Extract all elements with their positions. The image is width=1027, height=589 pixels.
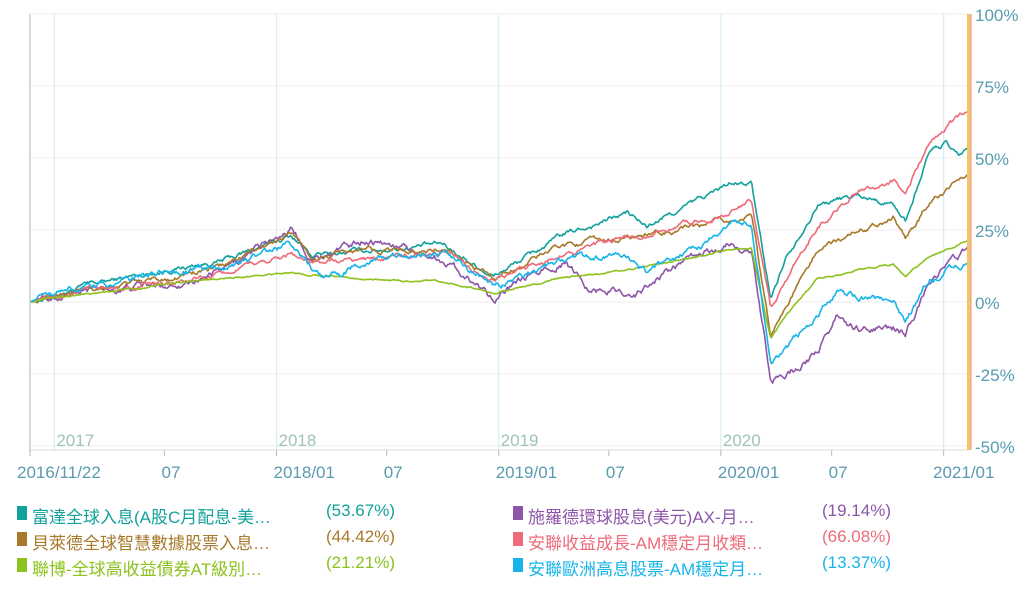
legend-swatch [513,558,523,572]
year-marker-label: 2017 [56,431,94,450]
x-tick-label: 07 [384,463,403,482]
series-lines [29,111,969,384]
legend-label: 施羅德環球股息(美元)AX-月… [528,508,755,527]
x-tick-label: 2019/01 [496,463,557,482]
legend-return: (53.67%) [326,501,395,520]
legend-return: (66.08%) [822,527,891,546]
legend-return: (19.14%) [822,501,891,520]
series-line [29,240,968,339]
year-marker-label: 2020 [723,431,761,450]
year-marker-label: 2019 [501,431,539,450]
x-tick-label: 07 [829,463,848,482]
legend-swatch [17,532,27,546]
legend-label: 聯博-全球高收益債券AT級別… [32,560,263,579]
legend-label: 安聯收益成長-AM穩定月收類… [528,534,764,553]
x-tick-label: 07 [162,463,181,482]
line-chart: 100% 75% 50% 25% 0% -25% -50% 2017 2018 2019 2020 2… [17,6,1018,482]
series-line [29,140,968,303]
x-tick-label: 2018/01 [274,463,335,482]
series-line [29,219,968,365]
grid [30,13,968,452]
legend-swatch [17,506,27,520]
legend-return: (13.37%) [822,553,891,572]
legend-label: 安聯歐洲高息股票-AM穩定月… [528,560,764,579]
x-tick-label: 2020/01 [718,463,779,482]
legend-return: (21.21%) [326,553,395,572]
y-tick-label: 75% [975,78,1009,97]
legend-label: 貝萊德全球智慧數據股票入息… [32,534,270,553]
legend-swatch [513,506,523,520]
x-tick-label: 2021/01 [933,463,994,482]
y-tick-label: 25% [975,222,1009,241]
x-tick-label: 07 [606,463,625,482]
y-tick-label: 100% [975,6,1018,25]
legend-return: (44.42%) [326,527,395,546]
legend-swatch [17,558,27,572]
axes: 100% 75% 50% 25% 0% -25% -50% 2017 2018 2019 2020 2… [17,6,1018,482]
range-handle [967,14,971,450]
x-tick-label: 2016/11/22 [17,463,101,482]
y-tick-label: -25% [975,366,1015,385]
year-marker-label: 2018 [279,431,317,450]
legend-swatch [513,532,523,546]
y-tick-label: -50% [975,438,1015,457]
legend-label: 富達全球入息(A股C月配息-美… [32,508,271,527]
y-tick-label: 50% [975,150,1009,169]
y-tick-label: 0% [975,294,1000,313]
